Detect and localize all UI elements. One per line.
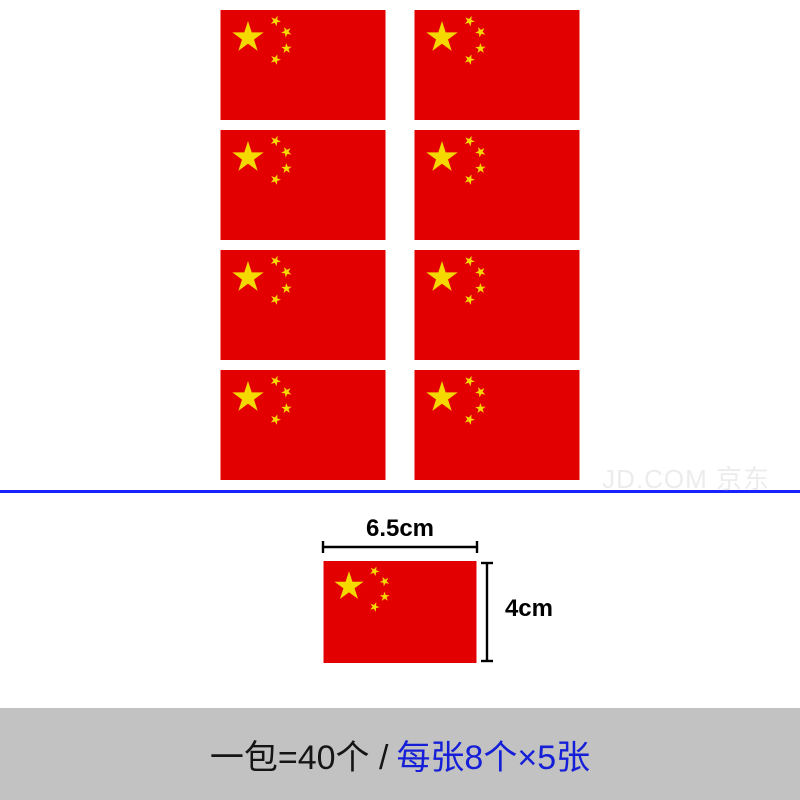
flag-item bbox=[409, 370, 585, 480]
flag-item bbox=[409, 130, 585, 240]
width-bracket-icon bbox=[321, 540, 479, 554]
flag-grid-section: JD.COM 京东 bbox=[0, 0, 800, 490]
footer-sheet-text: 每张8个×5张 bbox=[396, 730, 590, 779]
china-flag-icon bbox=[215, 130, 391, 240]
flag-grid bbox=[215, 10, 585, 480]
height-label: 4cm bbox=[505, 595, 553, 623]
china-flag-icon bbox=[409, 10, 585, 120]
china-flag-icon bbox=[215, 10, 391, 120]
flag-item bbox=[409, 250, 585, 360]
flag-item bbox=[409, 10, 585, 120]
width-label: 6.5cm bbox=[321, 515, 479, 543]
dimension-wrap: 6.5cm 4cm bbox=[321, 561, 479, 663]
footer-pack-text: 一包=40个 / bbox=[210, 730, 389, 779]
flag-item bbox=[215, 130, 391, 240]
watermark-text: JD.COM 京东 bbox=[602, 459, 770, 496]
china-flag-icon bbox=[215, 370, 391, 480]
china-flag-icon bbox=[409, 250, 585, 360]
height-bracket-icon bbox=[481, 561, 493, 663]
flag-item bbox=[215, 250, 391, 360]
flag-item bbox=[215, 10, 391, 120]
china-flag-icon bbox=[409, 370, 585, 480]
dimension-section: 6.5cm 4cm bbox=[0, 493, 800, 708]
china-flag-icon bbox=[215, 250, 391, 360]
flag-item bbox=[215, 370, 391, 480]
china-flag-icon bbox=[409, 130, 585, 240]
dimension-flag bbox=[321, 561, 479, 663]
china-flag-icon bbox=[321, 561, 479, 663]
footer-bar: 一包=40个 / 每张8个×5张 bbox=[0, 708, 800, 800]
